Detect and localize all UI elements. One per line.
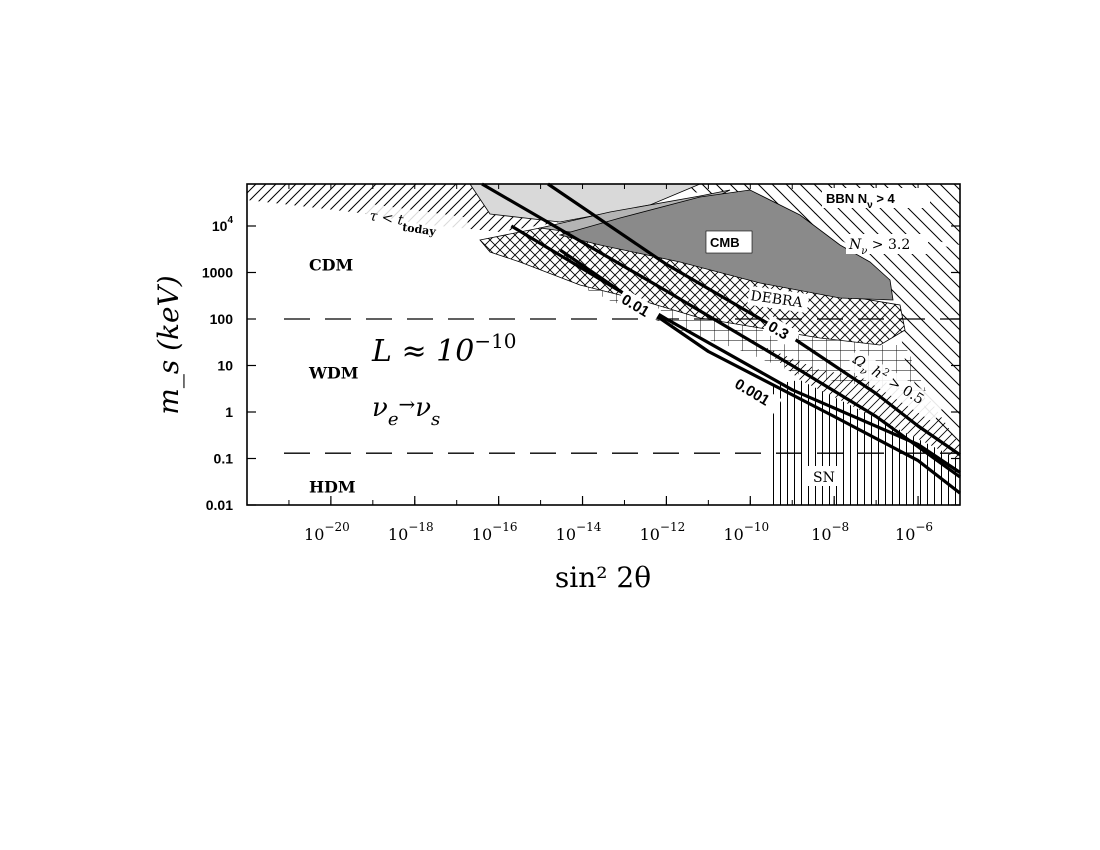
exclusion-regions bbox=[247, 184, 960, 505]
y-tick-label: 104 bbox=[212, 215, 234, 234]
svg-text:CMB: CMB bbox=[710, 235, 740, 250]
oscillation-channel-label: νe→νs bbox=[372, 392, 440, 430]
x-tick-label: 10−20 bbox=[304, 520, 350, 544]
y-tick-label: 0.01 bbox=[206, 497, 233, 513]
bbn-4-label: BBN Nν > 4 bbox=[822, 188, 930, 211]
x-tick-label: 10−14 bbox=[556, 520, 602, 544]
x-axis-title: sin² 2θ bbox=[555, 561, 651, 594]
svg-text:SN: SN bbox=[813, 470, 835, 486]
dm-region-labels: CDM WDM HDM bbox=[308, 255, 359, 496]
cmb-label: CMB bbox=[706, 231, 752, 253]
y-axis-title: m_s (keV) bbox=[152, 275, 185, 414]
dm-region-label: WDM bbox=[308, 364, 359, 383]
dm-region-label: CDM bbox=[309, 255, 353, 274]
y-tick-label: 100 bbox=[210, 311, 234, 327]
lepton-asymmetry-label: L ≈ 10−10 bbox=[371, 329, 517, 369]
x-tick-label: 10−18 bbox=[388, 520, 434, 544]
x-tick-label: 10−12 bbox=[640, 520, 686, 544]
x-tick-label: 10−6 bbox=[895, 520, 933, 544]
y-tick-label: 1 bbox=[225, 404, 233, 420]
y-tick-label: 1000 bbox=[202, 264, 233, 280]
y-tick-label: 10 bbox=[217, 357, 233, 373]
x-tick-label: 10−10 bbox=[723, 520, 769, 544]
x-tick-label: 10−8 bbox=[811, 520, 849, 544]
x-tick-label: 10−16 bbox=[472, 520, 518, 544]
y-tick-label: 0.1 bbox=[214, 450, 234, 466]
bbn-3-2-label: Nν > 3.2 bbox=[846, 234, 928, 257]
sn-label: SN bbox=[808, 466, 842, 486]
dm-region-label: HDM bbox=[309, 477, 356, 496]
